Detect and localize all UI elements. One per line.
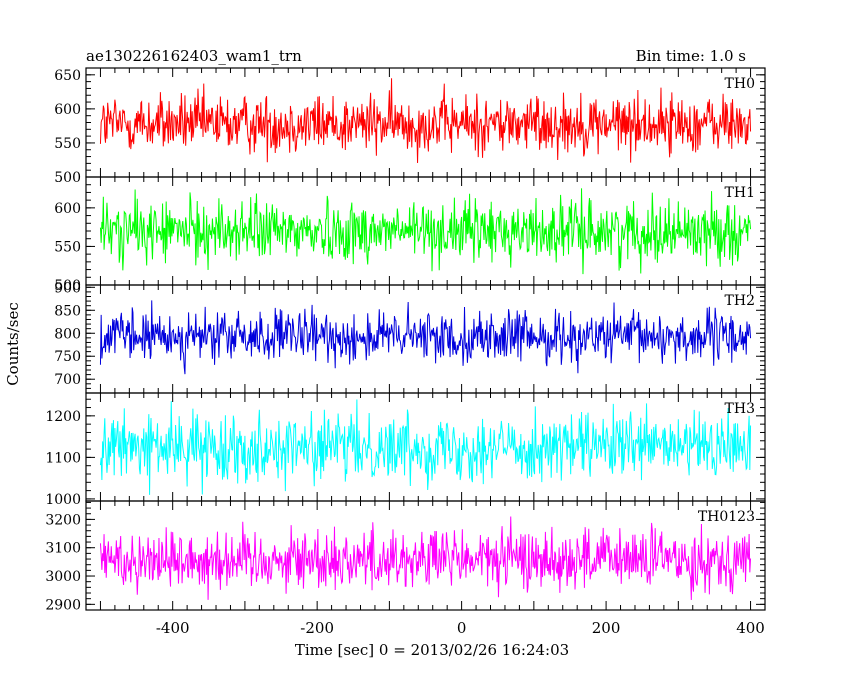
panel-th3: 1000 1100 1200 TH3 xyxy=(45,392,766,508)
y-tick-label: 3200 xyxy=(45,512,81,528)
y-tick-label: 1200 xyxy=(45,409,81,425)
panel-name-label: TH0123 xyxy=(698,509,755,525)
panel-frame xyxy=(85,500,766,611)
panel-name-label: TH3 xyxy=(725,401,755,417)
y-tick-label: 550 xyxy=(54,239,81,255)
y-tick-label: 550 xyxy=(54,136,81,152)
series-line-th0 xyxy=(99,78,752,163)
panel-th0: 500 550 600 650 TH0 xyxy=(54,67,766,186)
y-tick-label: 500 xyxy=(54,278,81,294)
panel-th2: 700 750 800 850 900 TH2 xyxy=(54,280,766,394)
x-tick-label: 200 xyxy=(592,619,621,637)
x-axis-label: Time [sec] 0 = 2013/02/26 16:24:03 xyxy=(295,641,569,659)
y-tick-label: 600 xyxy=(54,201,81,217)
y-tick-label: 3000 xyxy=(45,569,81,585)
y-tick-label: 600 xyxy=(54,102,81,118)
chart-title: ae130226162403_wam1_trn xyxy=(86,47,302,65)
y-tick-label: 3100 xyxy=(45,541,81,557)
panels: 500 550 600 650 TH0 500 550 600 TH1 700 750 800 850 9… xyxy=(45,67,766,637)
x-tick-label: -400 xyxy=(156,619,190,637)
y-tick-label: 750 xyxy=(54,349,81,365)
panel-th1: 500 550 600 TH1 xyxy=(54,176,766,294)
panel-name-label: TH1 xyxy=(725,185,755,201)
y-axis-label: Counts/sec xyxy=(4,302,22,386)
y-tick-label: 500 xyxy=(54,170,81,186)
panel-name-label: TH0 xyxy=(725,76,755,92)
panel-name-label: TH2 xyxy=(725,293,755,309)
y-tick-label: 1000 xyxy=(45,492,81,508)
y-tick-label: 700 xyxy=(54,372,81,388)
y-tick-label: 800 xyxy=(54,326,81,342)
y-tick-label: 650 xyxy=(54,68,81,84)
y-tick-label: 2900 xyxy=(45,597,81,613)
series-line-th1 xyxy=(99,188,752,275)
y-tick-label: 850 xyxy=(54,303,81,319)
x-tick-label: 0 xyxy=(457,619,467,637)
y-tick-label: 900 xyxy=(54,280,81,296)
panel-th0123: 2900 3000 3100 3200 TH0123 xyxy=(45,500,766,613)
bin-time-label: Bin time: 1.0 s xyxy=(636,47,746,65)
series-line-th3 xyxy=(99,399,752,495)
series-line-th2 xyxy=(99,300,752,375)
y-tick-label: 1100 xyxy=(45,450,81,466)
x-tick-label: 400 xyxy=(736,619,765,637)
x-tick-label: -200 xyxy=(300,619,334,637)
series-line-th0123 xyxy=(99,516,752,600)
